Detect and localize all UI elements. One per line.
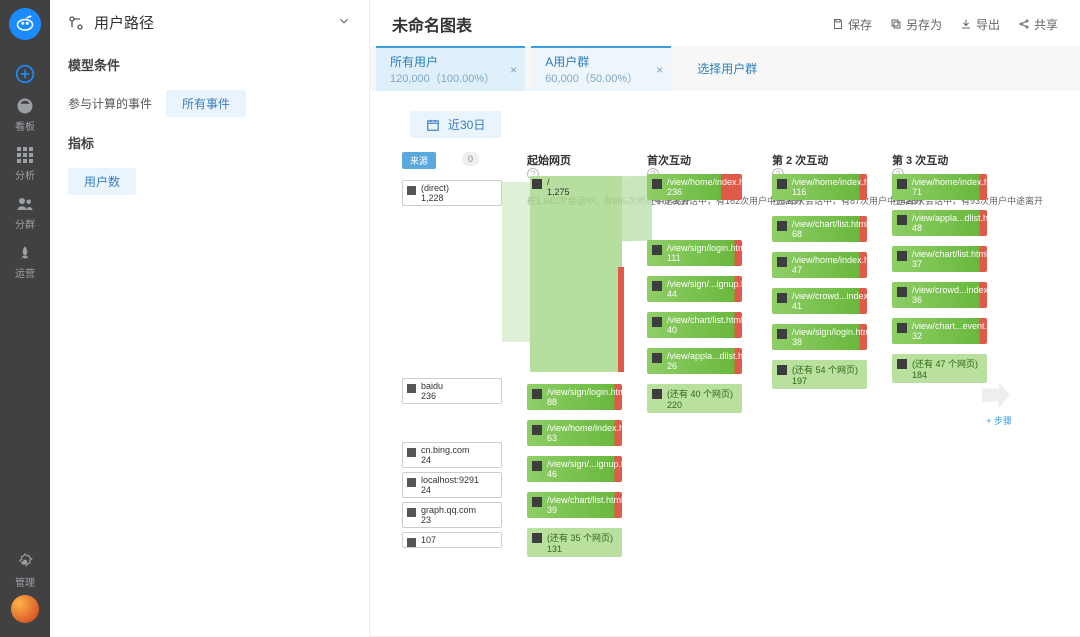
source-node[interactable]: graph.qq.com23: [402, 502, 502, 528]
source-node[interactable]: cn.bing.com24: [402, 442, 502, 468]
panel-title: 用户路径: [68, 12, 154, 33]
sankey-chart: 来源 0 起始网页 ?在1,642次会话中，有965次用户中途离开首次互动 ?在…: [402, 152, 1020, 572]
dropoff-bar: [618, 267, 624, 372]
copy-icon: [890, 18, 902, 30]
zero-pill: 0: [462, 152, 479, 166]
path-icon: [68, 15, 84, 31]
app-logo[interactable]: [9, 8, 41, 40]
path-node[interactable]: /view/sign/login.html38: [772, 324, 867, 350]
path-node[interactable]: /view/sign/login.html88: [527, 384, 622, 410]
section-metric: 指标: [50, 123, 369, 162]
rail-cohort[interactable]: 分群: [0, 194, 50, 231]
rail-settings[interactable]: 管理: [0, 552, 50, 589]
path-node[interactable]: /view/crowd...index.html41: [772, 288, 867, 314]
left-rail: 看板 分析 分群 运营 管理: [0, 0, 50, 637]
share-icon: [1018, 18, 1030, 30]
source-node[interactable]: localhost:929124: [402, 472, 502, 498]
more-node[interactable]: (还有 40 个网页)220: [647, 384, 742, 413]
path-node[interactable]: /view/chart/list.html39: [527, 492, 622, 518]
path-node[interactable]: /view/appla...dlist.html26: [647, 348, 742, 374]
path-node[interactable]: /view/home/index.html63: [527, 420, 622, 446]
user-avatar[interactable]: [11, 595, 39, 623]
date-range[interactable]: 近30日: [410, 111, 501, 138]
path-node[interactable]: /view/chart/list.html37: [892, 246, 987, 272]
cohort-tabs: 所有用户 120,000（100.00%） × A用户群 60,000（50.0…: [370, 46, 1080, 91]
source-node[interactable]: baidu236: [402, 378, 502, 404]
path-node[interactable]: /view/sign/...ignup.html46: [527, 456, 622, 482]
flow-block: [530, 176, 622, 372]
action-share[interactable]: 共享: [1018, 16, 1058, 33]
chevron-down-icon: [337, 14, 351, 28]
path-node[interactable]: /view/chart/list.html40: [647, 312, 742, 338]
path-node[interactable]: /view/crowd...index.html36: [892, 282, 987, 308]
more-node[interactable]: (还有 35 个网页)131: [527, 528, 622, 557]
action-export[interactable]: 导出: [960, 16, 1000, 33]
events-pill[interactable]: 所有事件: [166, 90, 246, 117]
config-panel: 用户路径 模型条件 参与计算的事件 所有事件 指标 用户数: [50, 0, 370, 637]
more-node[interactable]: (还有 47 个网页)184: [892, 354, 987, 383]
download-icon: [960, 18, 972, 30]
source-node[interactable]: (direct)1,228: [402, 180, 502, 206]
path-node[interactable]: /view/home/index.html71: [892, 174, 987, 200]
path-node[interactable]: /view/home/index.html236: [647, 174, 742, 200]
events-label: 参与计算的事件: [68, 95, 152, 112]
path-node[interactable]: /view/sign/login.html111: [647, 240, 742, 266]
panel-collapse[interactable]: [337, 14, 351, 31]
action-save[interactable]: 保存: [832, 16, 872, 33]
rail-add[interactable]: [0, 64, 50, 84]
path-node[interactable]: /1,275: [527, 174, 622, 200]
path-node[interactable]: /view/chart/list.html68: [772, 216, 867, 242]
next-step-arrow[interactable]: [982, 382, 1010, 408]
path-node[interactable]: /view/home/index.html116: [772, 174, 867, 200]
close-icon[interactable]: ×: [510, 63, 517, 77]
path-node[interactable]: /view/chart...event.html32: [892, 318, 987, 344]
rail-ops[interactable]: 运营: [0, 243, 50, 280]
next-step-label[interactable]: + 步骤: [986, 414, 1012, 427]
path-node[interactable]: /view/appla...dlist.html48: [892, 210, 987, 236]
tab-all-users[interactable]: 所有用户 120,000（100.00%） ×: [376, 46, 525, 91]
rail-dashboard[interactable]: 看板: [0, 96, 50, 133]
page-title: 未命名图表: [392, 12, 472, 36]
save-icon: [832, 18, 844, 30]
action-saveas[interactable]: 另存为: [890, 16, 942, 33]
close-icon[interactable]: ×: [656, 63, 663, 77]
select-cohort[interactable]: 选择用户群: [677, 46, 777, 91]
rail-analysis[interactable]: 分析: [0, 145, 50, 182]
calendar-icon: [426, 118, 440, 132]
more-node[interactable]: (还有 54 个网页)197: [772, 360, 867, 389]
main-area: 未命名图表 保存 另存为 导出 共享 所有用户 120,000（100.00%）…: [370, 0, 1080, 637]
path-node[interactable]: /view/home/index.html47: [772, 252, 867, 278]
source-badge[interactable]: 来源: [402, 152, 436, 169]
tab-cohort-a[interactable]: A用户群 60,000（50.00%） ×: [531, 46, 671, 91]
path-node[interactable]: /view/sign/...ignup.html44: [647, 276, 742, 302]
section-model: 模型条件: [50, 45, 369, 84]
source-node[interactable]: 107: [402, 532, 502, 548]
metric-pill[interactable]: 用户数: [68, 168, 136, 195]
flow-link: [502, 182, 530, 342]
